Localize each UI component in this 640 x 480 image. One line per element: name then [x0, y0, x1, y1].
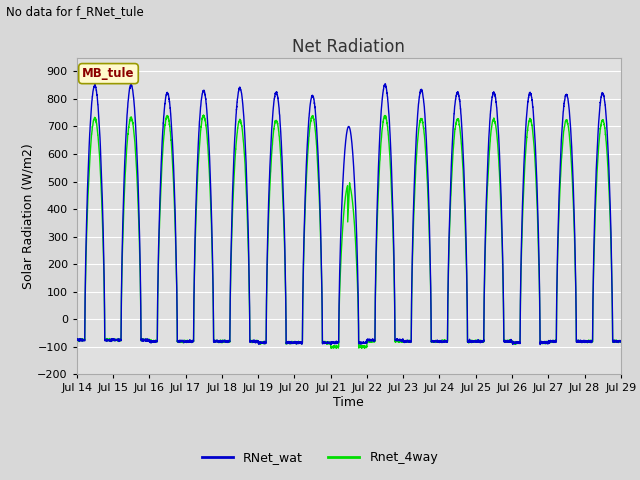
RNet_wat	[328, 340, 336, 346]
RNet_wat	[471, 338, 479, 344]
Legend: RNet_wat, Rnet_4way: RNet_wat, Rnet_4way	[197, 446, 443, 469]
X-axis label: Time: Time	[333, 396, 364, 409]
Rnet_4way	[441, 338, 449, 344]
Y-axis label: Solar Radiation (W/m2): Solar Radiation (W/m2)	[22, 143, 35, 289]
Rnet_4way	[171, 206, 179, 212]
RNet_wat	[536, 342, 544, 348]
RNet_wat	[441, 338, 449, 344]
RNet_wat	[617, 338, 625, 344]
Rnet_4way	[471, 338, 479, 344]
RNet_wat	[616, 338, 624, 344]
RNet_wat	[73, 336, 81, 342]
Text: MB_tule: MB_tule	[82, 67, 135, 80]
RNet_wat	[502, 338, 509, 344]
Rnet_4way	[200, 112, 207, 118]
RNet_wat	[171, 191, 179, 197]
Rnet_4way	[329, 345, 337, 350]
Rnet_4way	[73, 336, 81, 342]
Rnet_4way	[616, 339, 624, 345]
Title: Net Radiation: Net Radiation	[292, 38, 405, 56]
RNet_wat	[381, 81, 389, 87]
Rnet_4way	[502, 338, 509, 344]
Line: RNet_wat: RNet_wat	[77, 84, 621, 345]
Line: Rnet_4way: Rnet_4way	[77, 115, 621, 348]
Rnet_4way	[617, 338, 625, 344]
Rnet_4way	[361, 346, 369, 351]
Text: No data for f_RNet_tule: No data for f_RNet_tule	[6, 5, 144, 18]
